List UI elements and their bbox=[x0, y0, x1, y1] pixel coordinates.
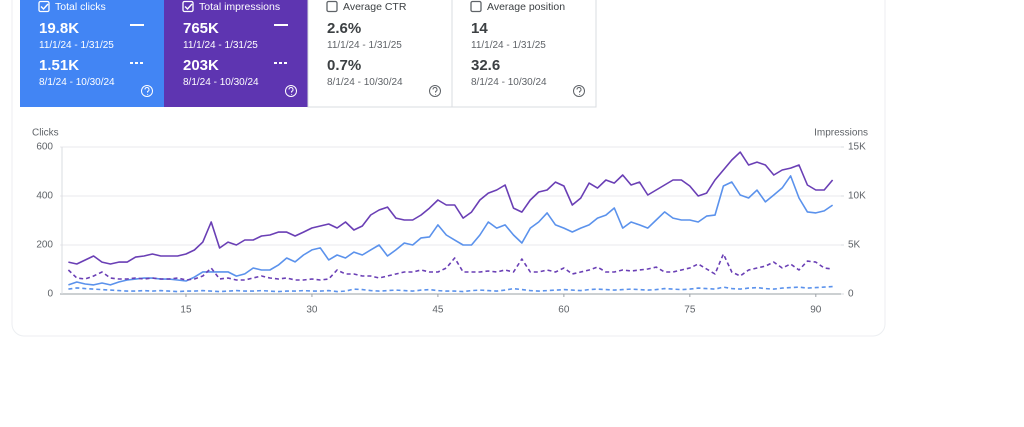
series-line bbox=[68, 285, 833, 293]
card-range: 11/1/24 - 1/31/25 bbox=[471, 40, 546, 51]
card-compare-range: 8/1/24 - 10/30/24 bbox=[39, 77, 115, 88]
y-tick-label: 0 bbox=[47, 289, 53, 300]
series-line bbox=[67, 253, 833, 281]
checkbox bbox=[470, 0, 482, 13]
checkbox bbox=[326, 0, 338, 13]
checkbox bbox=[182, 0, 194, 13]
card-compare-range: 8/1/24 - 10/30/24 bbox=[183, 77, 259, 88]
x-tick-label: 15 bbox=[180, 305, 192, 316]
y2-tick-label: 0 bbox=[848, 289, 854, 300]
card-compare-value: 32.6 bbox=[471, 57, 500, 74]
check-mark bbox=[40, 3, 49, 11]
metric-card[interactable]: Average position 14 11/1/24 - 1/31/25 32.6 8… bbox=[451, 0, 597, 108]
y-axis-label: Clicks bbox=[32, 128, 59, 139]
y-tick-label: 400 bbox=[36, 191, 53, 202]
help-icon-glyph bbox=[144, 87, 150, 95]
card-range: 11/1/24 - 1/31/25 bbox=[183, 40, 258, 51]
metric-card[interactable]: Total impressions 765K 11/1/24 - 1/31/25 20… bbox=[164, 0, 308, 107]
card-compare-value: 1.51K bbox=[39, 57, 79, 74]
y-tick-label: 200 bbox=[36, 240, 53, 251]
card-background bbox=[20, 0, 164, 107]
card-label: Average CTR bbox=[343, 1, 407, 13]
help-icon-glyph bbox=[576, 87, 582, 95]
y-tick-label: 600 bbox=[36, 142, 53, 153]
card-label: Total impressions bbox=[199, 1, 280, 13]
x-tick-label: 75 bbox=[684, 305, 696, 316]
x-tick-label: 60 bbox=[558, 305, 570, 316]
checkbox bbox=[38, 0, 50, 13]
card-value: 19.8K bbox=[39, 20, 79, 37]
card-compare-value: 203K bbox=[183, 57, 219, 74]
card-value: 765K bbox=[183, 20, 219, 37]
card-compare-range: 8/1/24 - 10/30/24 bbox=[327, 77, 403, 88]
help-icon bbox=[141, 85, 153, 97]
card-range: 11/1/24 - 1/31/25 bbox=[327, 40, 402, 51]
card-background bbox=[164, 0, 308, 107]
help-icon bbox=[573, 85, 585, 97]
card-background bbox=[451, 0, 597, 108]
plot: 0 200 400 600 0 5K 10K 15K 15 30 45 60 75 90 bbox=[36, 142, 866, 316]
card-compare-value: 0.7% bbox=[327, 57, 361, 74]
card-label: Total clicks bbox=[55, 1, 106, 13]
y2-tick-label: 10K bbox=[848, 191, 866, 202]
metric-card[interactable]: Total clicks 19.8K 11/1/24 - 1/31/25 1.51K 8… bbox=[20, 0, 164, 107]
help-icon bbox=[285, 85, 297, 97]
y2-tick-label: 5K bbox=[848, 240, 861, 251]
card-value: 2.6% bbox=[327, 20, 361, 37]
y2-tick-label: 15K bbox=[848, 142, 866, 153]
y2-axis-label: Impressions bbox=[814, 128, 868, 139]
check-mark bbox=[184, 3, 193, 11]
help-icon-glyph bbox=[432, 87, 438, 95]
card-label: Average position bbox=[487, 1, 565, 13]
x-tick-label: 90 bbox=[810, 305, 822, 316]
card-value: 14 bbox=[471, 20, 488, 37]
x-tick-label: 45 bbox=[432, 305, 444, 316]
help-icon-glyph bbox=[288, 87, 294, 95]
help-icon bbox=[429, 85, 441, 97]
metric-cards: Total clicks 19.8K 11/1/24 - 1/31/25 1.51K 8… bbox=[20, 0, 597, 108]
card-background bbox=[307, 0, 453, 108]
series-line bbox=[68, 151, 834, 265]
metric-card[interactable]: Average CTR 2.6% 11/1/24 - 1/31/25 0.7% 8/1/… bbox=[307, 0, 453, 108]
card-compare-range: 8/1/24 - 10/30/24 bbox=[471, 77, 547, 88]
series-line bbox=[68, 175, 834, 286]
card-range: 11/1/24 - 1/31/25 bbox=[39, 40, 114, 51]
x-tick-label: 30 bbox=[306, 305, 318, 316]
